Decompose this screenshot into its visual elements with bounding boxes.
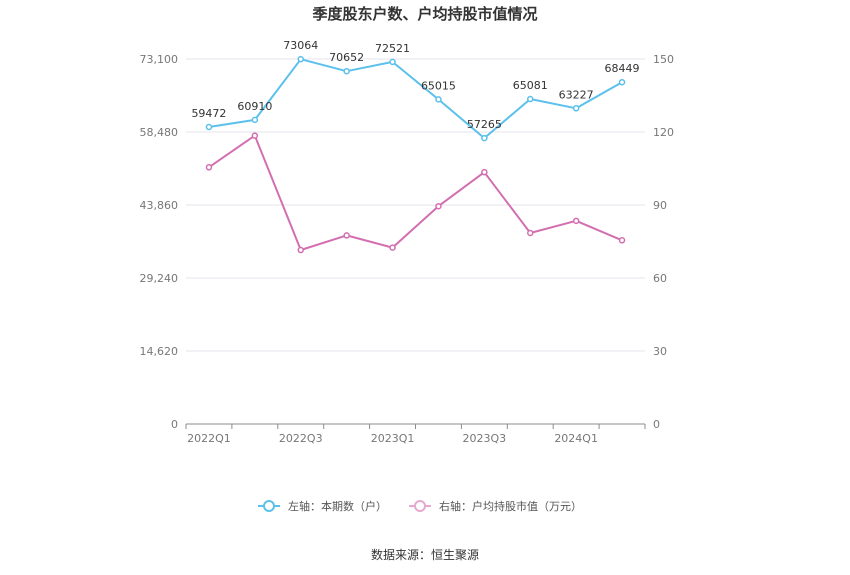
right-axis-tick-label: 60 xyxy=(653,272,667,285)
series-point-left xyxy=(297,55,304,63)
left-axis-tick-label: 0 xyxy=(171,418,178,431)
series-point-left xyxy=(618,78,626,86)
series-point-right xyxy=(251,132,259,139)
legend-left-swatch-marker xyxy=(263,500,275,512)
series-point-right xyxy=(572,217,580,225)
legend-left-label: 左轴：本期数（户） xyxy=(288,499,387,513)
series-layer xyxy=(205,55,626,254)
x-axis-tick-label: 2023Q3 xyxy=(463,432,507,445)
series-point-right xyxy=(343,232,350,239)
left-axis-tick-label: 58,480 xyxy=(140,126,179,139)
series-point-right xyxy=(527,229,534,237)
series-point-left xyxy=(527,95,534,103)
left-axis-tick-label: 43,860 xyxy=(140,199,179,212)
legend-right-label: 右轴：户均持股市值（万元） xyxy=(439,499,582,513)
series-point-right xyxy=(389,244,396,251)
series-point-right xyxy=(618,237,626,244)
left-axis-tick-label: 14,620 xyxy=(140,345,179,358)
right-axis-tick-label: 150 xyxy=(653,53,674,66)
series-point-left xyxy=(251,116,259,124)
series-point-left xyxy=(343,67,350,75)
left-axis-tick-label: 29,240 xyxy=(140,272,179,285)
axis-layer: 0 14,620 29,240 43,860 58,480 73,100 0 30 60 90 12… xyxy=(140,53,675,445)
data-label: 65015 xyxy=(421,79,456,92)
data-label: 72521 xyxy=(375,42,410,55)
x-axis-tick-label: 2022Q3 xyxy=(279,432,323,445)
data-label: 63227 xyxy=(559,88,594,101)
left-axis-tick-label: 73,100 xyxy=(140,53,179,66)
series-point-left xyxy=(389,58,396,66)
data-label: 65081 xyxy=(513,79,548,92)
series-point-left xyxy=(205,123,213,131)
x-axis-tick-label: 2023Q1 xyxy=(371,432,415,445)
series-point-right xyxy=(481,168,488,176)
series-point-left xyxy=(435,96,442,103)
grid-layer xyxy=(186,58,645,352)
data-label: 68449 xyxy=(605,62,640,75)
series-point-left xyxy=(481,134,488,142)
series-point-right xyxy=(297,246,304,254)
legend-item-left-series[interactable]: 左轴：本期数（户） xyxy=(258,499,387,513)
chart-title: 季度股东户数、户均持股市值情况 xyxy=(312,5,537,23)
label-layer: 59472 60910 73064 70652 72521 65015 57265 65081… xyxy=(191,39,639,131)
right-axis-tick-label: 30 xyxy=(653,345,667,358)
legend-item-right-series[interactable]: 右轴：户均持股市值（万元） xyxy=(409,499,582,513)
series-point-left xyxy=(572,105,580,112)
legend-right-swatch-marker xyxy=(414,500,426,512)
series-line-left xyxy=(208,58,623,140)
x-axis-tick-label: 2024Q1 xyxy=(554,432,598,445)
data-label: 60910 xyxy=(237,100,272,113)
data-label: 57265 xyxy=(467,118,502,131)
series-line-right xyxy=(208,134,623,251)
source-note: 数据来源：恒生聚源 xyxy=(371,547,479,562)
x-axis-tick-label: 2022Q1 xyxy=(187,432,231,445)
data-label: 73064 xyxy=(283,39,318,52)
right-axis-tick-label: 90 xyxy=(653,199,667,212)
right-axis-tick-label: 120 xyxy=(653,126,674,139)
data-label: 70652 xyxy=(329,51,364,64)
data-label: 59472 xyxy=(191,107,226,120)
series-point-right xyxy=(205,164,213,171)
right-axis-tick-label: 0 xyxy=(653,418,660,431)
legend[interactable]: 左轴：本期数（户） 右轴：户均持股市值（万元） xyxy=(258,499,582,513)
series-point-right xyxy=(435,202,442,210)
